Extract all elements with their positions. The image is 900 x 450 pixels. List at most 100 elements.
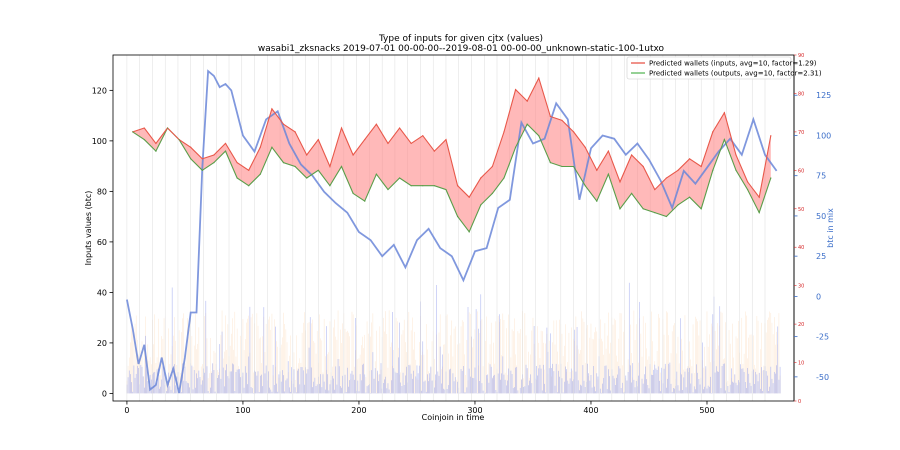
point-inputs: [770, 135, 772, 137]
point-inputs: [677, 169, 679, 171]
point-outputs: [561, 165, 563, 168]
y-axis-label: Inputs values (btc): [84, 191, 93, 266]
point-outputs: [456, 215, 459, 218]
point-inputs: [456, 185, 459, 187]
volume-bars: [126, 282, 781, 394]
point-inputs: [491, 165, 493, 168]
point-outputs: [132, 131, 134, 133]
x-tick-label: 0: [124, 406, 129, 415]
point-inputs: [155, 142, 157, 145]
point-outputs: [619, 208, 621, 210]
point-outputs: [538, 135, 540, 137]
point-outputs: [190, 158, 192, 160]
point-outputs: [712, 169, 714, 171]
point-inputs: [329, 165, 331, 168]
point-inputs: [190, 146, 192, 148]
point-inputs: [282, 123, 285, 125]
y-red-tick-label: 50: [798, 207, 804, 213]
point-outputs: [700, 208, 702, 210]
point-inputs: [630, 154, 633, 156]
point-outputs: [491, 192, 493, 194]
y-blue-axis-ticks: -50 -25 0 25 50 75 100 125: [794, 91, 831, 382]
point-inputs: [224, 142, 227, 145]
y-blue-tick-label: 125: [816, 91, 831, 100]
point-inputs: [572, 131, 575, 133]
point-inputs: [607, 150, 609, 152]
chart-subtitle: wasabi1_zksnacks 2019-07-01 00-00-00--20…: [258, 44, 665, 54]
x-axis-label: Coinjoin in time: [422, 413, 485, 422]
point-outputs: [572, 165, 575, 168]
point-outputs: [758, 212, 760, 214]
point-inputs: [503, 131, 505, 133]
point-inputs: [213, 154, 215, 156]
series-lines: [126, 69, 778, 394]
inputs-outputs-fill: [132, 78, 771, 232]
point-outputs: [329, 185, 331, 187]
point-inputs: [387, 142, 389, 145]
y-tick-label: 20: [97, 339, 107, 348]
y-tick-label: 40: [97, 288, 107, 297]
point-inputs: [514, 89, 517, 91]
y2-axis-label: btc in mix: [826, 208, 835, 248]
x-tick-label: 100: [235, 406, 250, 415]
point-outputs: [340, 165, 343, 168]
point-outputs: [248, 185, 250, 187]
point-inputs: [700, 165, 702, 168]
point-outputs: [735, 169, 737, 171]
point-outputs: [584, 185, 586, 187]
point-inputs: [398, 127, 401, 129]
point-outputs: [166, 127, 169, 129]
point-outputs: [607, 173, 609, 175]
y-tick-label: 60: [97, 238, 107, 247]
point-inputs: [735, 154, 737, 156]
y-blue-tick-label: 0: [816, 292, 821, 301]
x-tick-label: 400: [583, 406, 598, 415]
point-outputs: [468, 231, 470, 233]
point-inputs: [445, 138, 447, 141]
point-inputs: [758, 196, 760, 198]
point-inputs: [712, 131, 714, 133]
point-outputs: [364, 200, 366, 202]
point-outputs: [480, 204, 482, 206]
point-outputs: [445, 188, 447, 191]
y-tick-label: 0: [102, 389, 107, 398]
point-outputs: [375, 173, 377, 175]
point-inputs: [654, 188, 656, 191]
point-inputs: [642, 165, 644, 168]
point-outputs: [352, 192, 354, 194]
x-tick-label: 300: [467, 406, 482, 415]
y-red-axis-ticks: 0 10 20 30 40 50 60 70 80 90: [794, 53, 804, 405]
point-inputs: [317, 138, 319, 141]
y-red-tick-label: 40: [798, 245, 804, 251]
point-outputs: [503, 177, 505, 179]
point-inputs: [375, 123, 377, 125]
point-inputs: [480, 177, 482, 179]
point-inputs: [561, 119, 563, 121]
y-red-tick-label: 0: [798, 399, 801, 405]
point-outputs: [213, 162, 215, 164]
point-outputs: [282, 162, 285, 164]
y-red-tick-label: 20: [798, 322, 804, 328]
y-red-tick-label: 60: [798, 168, 804, 174]
point-inputs: [248, 169, 250, 171]
y-blue-tick-label: -50: [816, 373, 829, 382]
series-line-btc-in-mix: [126, 69, 778, 394]
y-blue-tick-label: 75: [816, 172, 826, 181]
point-outputs: [688, 196, 691, 198]
y-tick-label: 80: [97, 187, 107, 196]
point-outputs: [770, 177, 772, 179]
y-red-tick-label: 10: [798, 361, 804, 367]
point-outputs: [665, 215, 667, 218]
y-blue-tick-label: 50: [816, 212, 826, 221]
point-outputs: [317, 169, 319, 171]
y-tick-label: 120: [92, 86, 107, 95]
point-outputs: [642, 208, 644, 210]
point-inputs: [665, 177, 667, 179]
series-line-outputs: [132, 123, 772, 233]
point-outputs: [259, 173, 261, 175]
point-inputs: [549, 115, 551, 118]
point-outputs: [514, 146, 517, 148]
point-outputs: [596, 200, 598, 202]
point-inputs: [468, 196, 470, 198]
